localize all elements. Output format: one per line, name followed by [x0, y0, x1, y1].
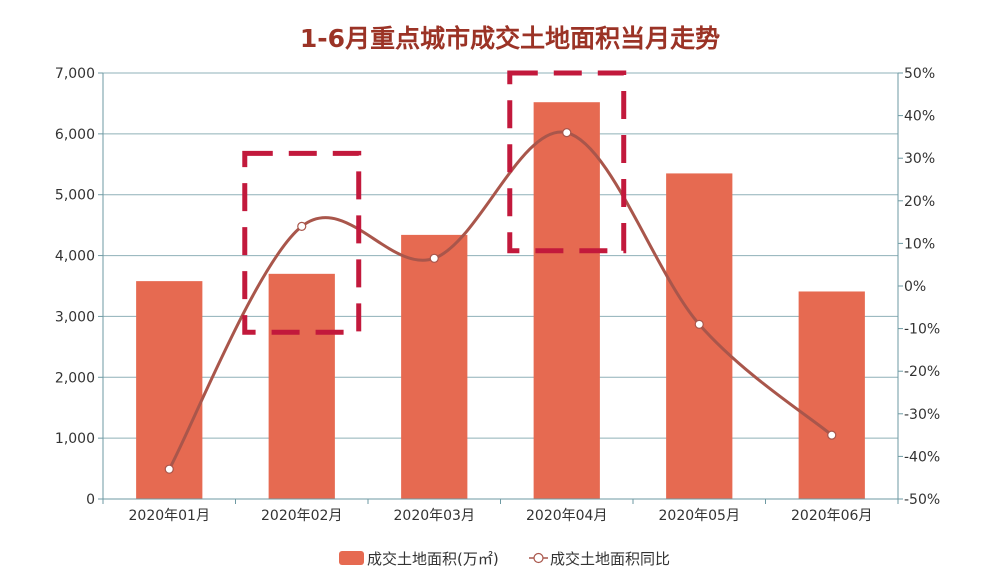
y-left-tick-label: 2,000 [55, 370, 95, 386]
y-right-tick-label: -30% [904, 407, 940, 423]
y-right-tick-label: -50% [904, 492, 940, 508]
grid-lines [103, 72, 898, 439]
x-tick-label: 2020年06月 [791, 508, 872, 524]
y-left-tick-label: 1,000 [55, 431, 95, 447]
line-point [429, 253, 439, 263]
legend-line-marker [533, 552, 544, 564]
legend-bar-swatch [339, 551, 364, 565]
y-left-tick-label: 0 [86, 492, 95, 508]
x-tick-label: 2020年01月 [129, 508, 210, 524]
y-right-tick-label: -40% [904, 449, 940, 465]
x-tick-label: 2020年02月 [261, 508, 342, 524]
bar [401, 234, 468, 499]
y-left-tick-label: 5,000 [55, 188, 95, 204]
y-left-tick-label: 6,000 [55, 127, 95, 143]
line-series [164, 128, 837, 474]
legend-bar-label: 成交土地面积(万㎡) [367, 550, 499, 568]
line-point [164, 464, 174, 474]
bar [136, 281, 203, 499]
legend-line-label: 成交土地面积同比 [550, 550, 670, 568]
y-left-tick-label: 4,000 [55, 249, 95, 265]
bar [268, 273, 335, 499]
y-left-tick-label: 3,000 [55, 309, 95, 325]
y-right-tick-label: 20% [904, 194, 935, 210]
y-right-tick-label: 50% [904, 66, 935, 82]
y-right-tick-label: 30% [904, 151, 935, 167]
x-tick-label: 2020年03月 [394, 508, 475, 524]
y-right-tick-label: -20% [904, 364, 940, 380]
y-left-tick-label: 7,000 [55, 66, 95, 82]
y-right-tick-label: 40% [904, 109, 935, 125]
highlight-box [507, 70, 627, 254]
bar [666, 173, 733, 499]
highlight-boxes [242, 70, 627, 335]
bar-series [136, 102, 865, 499]
bar [798, 291, 865, 499]
x-tick-label: 2020年05月 [659, 508, 740, 524]
chart-title: 1-6月重点城市成交土地面积当月走势 [300, 24, 720, 53]
line-point [297, 221, 307, 231]
y-right-tick-label: 10% [904, 236, 935, 252]
y-right-tick-label: -10% [904, 322, 940, 338]
highlight-box [242, 150, 362, 335]
bar [533, 102, 600, 499]
line-point [694, 319, 704, 329]
y-right-tick-label: 0% [904, 279, 926, 295]
line-series-path [167, 130, 833, 470]
tick-labels: 0 1,000 2,000 3,000 4,000 5,000 6,000 7,000 -50%… [55, 66, 940, 524]
legend[interactable]: 成交土地面积(万㎡) 成交土地面积同比 [339, 550, 670, 568]
x-tick-label: 2020年04月 [526, 508, 607, 524]
axes [98, 72, 903, 504]
line-point [562, 128, 572, 138]
line-point [827, 430, 837, 440]
